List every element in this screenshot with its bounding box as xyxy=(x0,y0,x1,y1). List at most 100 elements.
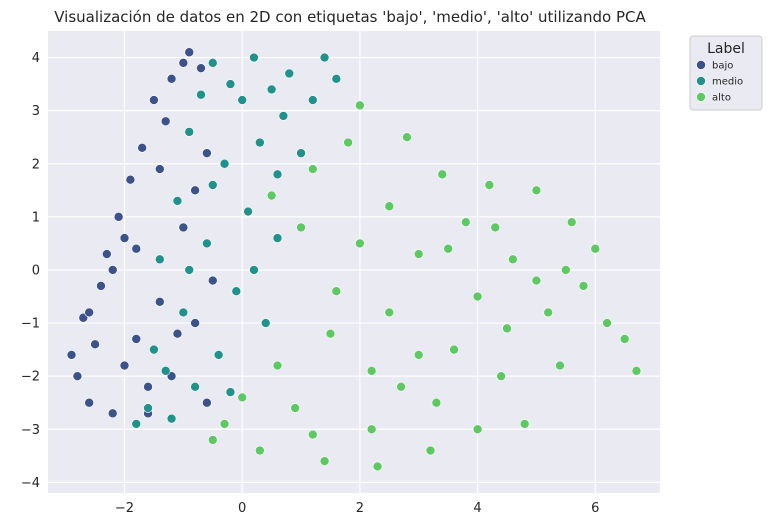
legend-label-medio: medio xyxy=(712,77,743,88)
y-tick-label: 0 xyxy=(32,263,40,278)
point-alto xyxy=(355,238,365,249)
point-medio xyxy=(266,84,277,95)
point-alto xyxy=(237,392,247,403)
chart-title: Visualización de datos en 2D con etiquet… xyxy=(54,8,646,26)
point-bajo xyxy=(143,381,153,392)
y-tick-label: −1 xyxy=(21,317,40,332)
point-bajo xyxy=(131,243,142,254)
point-alto xyxy=(602,318,612,328)
legend-marker-alto xyxy=(696,92,706,102)
point-medio xyxy=(243,206,253,217)
point-alto xyxy=(366,366,377,376)
point-bajo xyxy=(107,265,118,275)
point-medio xyxy=(172,196,183,206)
point-bajo xyxy=(155,164,165,174)
point-alto xyxy=(308,429,318,440)
point-bajo xyxy=(84,307,94,318)
data-points xyxy=(66,47,642,472)
point-alto xyxy=(308,164,318,174)
point-alto xyxy=(331,286,342,297)
legend: Label bajo medio alto xyxy=(689,35,763,111)
point-medio xyxy=(237,95,247,105)
point-alto xyxy=(566,217,577,227)
point-alto xyxy=(325,328,336,339)
point-alto xyxy=(472,424,483,435)
point-medio xyxy=(225,387,236,397)
point-bajo xyxy=(119,233,130,243)
point-bajo xyxy=(155,297,165,307)
point-alto xyxy=(255,445,265,456)
point-alto xyxy=(543,307,553,318)
legend-frame xyxy=(689,35,763,111)
legend-label-bajo: bajo xyxy=(712,61,733,72)
point-alto xyxy=(461,217,471,227)
point-alto xyxy=(531,185,542,196)
x-tick-label: −2 xyxy=(115,501,134,516)
x-tick-label: 2 xyxy=(356,501,364,516)
point-medio xyxy=(272,233,283,243)
point-alto xyxy=(372,461,383,472)
point-bajo xyxy=(102,249,112,259)
point-medio xyxy=(155,254,165,265)
point-alto xyxy=(396,381,406,392)
point-medio xyxy=(143,403,153,413)
point-medio xyxy=(255,137,265,148)
point-alto xyxy=(384,307,395,318)
point-bajo xyxy=(202,148,212,158)
point-bajo xyxy=(202,397,212,408)
point-medio xyxy=(219,158,230,169)
point-alto xyxy=(590,243,601,254)
legend-marker-bajo xyxy=(696,60,706,70)
point-medio xyxy=(331,73,342,84)
point-alto xyxy=(619,334,630,344)
point-bajo xyxy=(196,63,206,73)
point-alto xyxy=(290,403,300,413)
point-bajo xyxy=(178,58,189,68)
point-medio xyxy=(260,318,271,328)
point-bajo xyxy=(90,339,100,350)
point-alto xyxy=(472,291,483,302)
point-alto xyxy=(219,419,230,429)
point-alto xyxy=(355,100,365,111)
point-alto xyxy=(490,222,501,233)
point-alto xyxy=(431,397,442,408)
point-bajo xyxy=(96,281,106,291)
legend-label-alto: alto xyxy=(712,93,731,104)
point-alto xyxy=(425,445,436,456)
point-bajo xyxy=(149,95,159,105)
point-medio xyxy=(296,148,306,158)
point-alto xyxy=(631,366,642,376)
point-bajo xyxy=(178,222,189,233)
point-medio xyxy=(149,344,159,355)
point-medio xyxy=(178,307,189,318)
point-bajo xyxy=(119,360,130,371)
point-bajo xyxy=(190,185,200,196)
point-bajo xyxy=(107,408,118,419)
point-bajo xyxy=(113,212,124,222)
point-alto xyxy=(484,180,495,190)
point-medio xyxy=(319,52,330,63)
point-medio xyxy=(196,89,206,100)
point-bajo xyxy=(207,275,218,286)
point-alto xyxy=(266,190,277,201)
point-alto xyxy=(578,281,589,291)
point-alto xyxy=(443,243,453,254)
point-medio xyxy=(207,58,218,68)
point-alto xyxy=(402,132,412,143)
point-alto xyxy=(508,254,518,265)
point-bajo xyxy=(66,350,77,360)
point-medio xyxy=(249,52,259,63)
point-alto xyxy=(384,201,395,212)
point-alto xyxy=(343,137,353,148)
point-medio xyxy=(249,265,259,275)
x-tick-label: 6 xyxy=(591,501,599,516)
point-alto xyxy=(207,435,218,445)
point-bajo xyxy=(72,371,83,381)
point-medio xyxy=(131,419,142,429)
point-medio xyxy=(184,127,195,137)
point-bajo xyxy=(172,328,183,339)
point-bajo xyxy=(166,73,177,84)
y-tick-label: 2 xyxy=(32,157,40,172)
point-medio xyxy=(225,79,236,89)
